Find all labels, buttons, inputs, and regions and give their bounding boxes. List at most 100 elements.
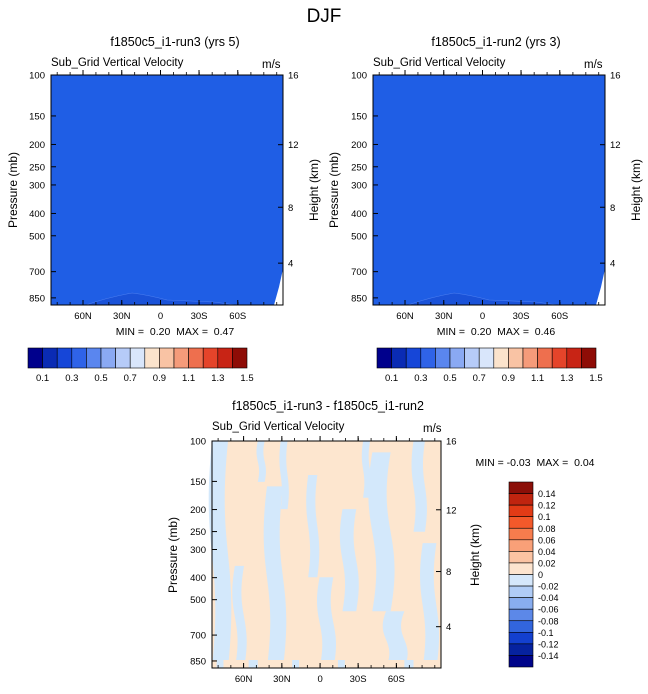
y-tick-label: 700	[351, 267, 367, 278]
colorbar-label: -0.08	[538, 616, 559, 626]
colorbar-swatch	[566, 347, 582, 369]
y-right-tick-label: 4	[446, 622, 451, 633]
colorbar-swatch	[405, 347, 422, 369]
colorbar-swatch	[508, 597, 534, 610]
y-right-tick-label: 12	[288, 140, 299, 151]
colorbar-swatch	[232, 347, 248, 369]
colorbar-swatch	[508, 574, 534, 587]
colorbar-swatch	[144, 347, 160, 369]
y-right-tick-label: 16	[610, 71, 621, 82]
colorbar-swatch	[435, 347, 451, 369]
colorbar-label: 0.7	[473, 373, 486, 384]
y-right-tick-label: 16	[288, 71, 299, 82]
y-tick-label: 100	[351, 71, 367, 82]
colorbar-swatch	[508, 551, 534, 564]
y-tick-label: 250	[190, 527, 206, 538]
units-label: m/s	[584, 59, 603, 71]
y-tick-label: 400	[29, 209, 45, 220]
colorbar-swatch	[508, 481, 534, 494]
colorbar-swatch	[449, 347, 465, 369]
negative-difference-region	[256, 441, 266, 482]
y-right-tick-label: 12	[610, 140, 621, 151]
x-tick-label: 30S	[513, 311, 530, 322]
negative-difference-region	[279, 441, 289, 510]
colorbar-swatch	[581, 347, 597, 369]
negative-difference-region	[420, 543, 440, 668]
plot-frame	[50, 74, 284, 306]
colorbar-swatch	[202, 347, 219, 369]
colorbar-difference: 0.14 0.120.1 0.080.06 0.040.02 0 -0.02-0.04 -0…	[508, 481, 559, 668]
colorbar-run2: 0.1 0.3 0.5 0.7 0.9 1.1 1.3 1.5	[376, 347, 603, 384]
colorbar-label: 1.3	[560, 373, 573, 384]
x-tick-label: 30N	[435, 311, 453, 322]
colorbar-swatch	[27, 347, 43, 369]
y-tick-label: 850	[351, 293, 367, 304]
y-right-tick-label: 8	[446, 567, 451, 578]
colorbar-label: -0.02	[538, 582, 559, 592]
colorbar-label: 0.1	[36, 373, 49, 384]
units-label: m/s	[423, 423, 442, 435]
colorbar-swatch	[115, 347, 131, 369]
x-tick-label: 60N	[235, 674, 253, 685]
colorbar-swatch	[173, 347, 189, 369]
y-tick-label: 300	[190, 545, 206, 556]
panel-title: f1850c5_i1-run3 (yrs 5)	[110, 35, 239, 49]
y-axis-label: Pressure (mb)	[166, 517, 180, 593]
colorbar-label: 0	[538, 570, 543, 580]
negative-difference-region	[208, 441, 232, 668]
negative-difference-region	[368, 452, 395, 612]
colorbar-swatch	[376, 347, 392, 369]
colorbar-label: -0.06	[538, 605, 559, 615]
y-tick-label: 700	[190, 631, 206, 642]
colorbar-label: 0.9	[153, 373, 166, 384]
x-tick-label: 0	[317, 674, 322, 685]
colorbar-swatch	[508, 632, 534, 645]
panel-difference: f1850c5_i1-run3 - f1850c5_i1-run2 Sub_Gr…	[166, 399, 595, 685]
negative-difference-region	[216, 660, 224, 668]
negative-difference-region	[263, 486, 287, 668]
plot-frame	[211, 440, 442, 669]
colorbar-label: 1.1	[531, 373, 544, 384]
colorbar-swatch	[464, 347, 480, 369]
y-tick-label: 500	[351, 231, 367, 242]
y-tick-label: 850	[29, 293, 45, 304]
y-right-tick-label: 8	[610, 203, 615, 214]
colorbar-swatch	[420, 347, 436, 369]
plot-area: 100 150 200 250 300 400 500 700 850 16 12 8 4 60N 30N 0…	[351, 70, 621, 322]
missing-data-region	[274, 269, 283, 305]
colorbar-swatch	[71, 347, 87, 369]
colorbar-label: 0.7	[124, 373, 137, 384]
colorbar-swatch	[551, 347, 568, 369]
colorbar-swatch	[478, 347, 495, 369]
x-tick-label: 60S	[551, 311, 568, 322]
min-max-stats: MIN = 0.20 MAX = 0.47	[116, 326, 235, 338]
negative-difference-region	[232, 565, 247, 668]
y-axis-right-label: Height (km)	[468, 524, 482, 586]
x-tick-label: 60N	[396, 311, 414, 322]
colorbar-label: -0.04	[538, 593, 559, 603]
colorbar-swatch	[42, 347, 58, 369]
y-tick-label: 150	[190, 477, 206, 488]
x-tick-label: 60S	[388, 674, 405, 685]
panel-subtitle: Sub_Grid Vertical Velocity	[373, 57, 506, 69]
colorbar-label: 0.02	[538, 558, 556, 568]
negative-difference-region	[316, 577, 337, 668]
colorbar-label: -0.14	[538, 651, 559, 661]
y-tick-label: 300	[29, 180, 45, 191]
negative-difference-region	[411, 441, 427, 532]
colorbar-label: 0.5	[443, 373, 456, 384]
min-max-stats: MIN = -0.03 MAX = 0.04	[475, 457, 594, 469]
contour-field	[51, 75, 283, 305]
colorbar-swatch	[86, 347, 102, 369]
colorbar-swatch	[100, 347, 116, 369]
negative-difference-region	[292, 660, 300, 668]
y-tick-label: 250	[351, 162, 367, 173]
colorbar-label: -0.12	[538, 639, 559, 649]
negative-difference-region	[382, 611, 408, 668]
plot-frame	[372, 74, 606, 306]
units-label: m/s	[262, 59, 281, 71]
colorbar-label: 1.3	[211, 373, 224, 384]
panel-run3: f1850c5_i1-run3 (yrs 5) Sub_Grid Vertica…	[6, 35, 321, 338]
colorbar-run3: 0.1 0.3 0.5 0.7 0.9 1.1 1.3 1.5	[27, 347, 254, 384]
